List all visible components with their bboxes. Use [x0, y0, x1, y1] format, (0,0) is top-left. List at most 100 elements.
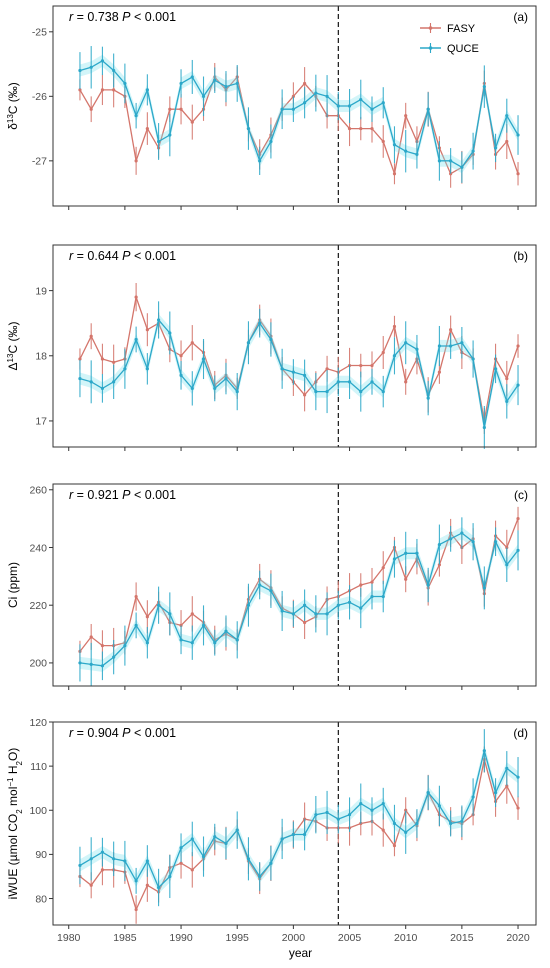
data-point: [190, 75, 194, 79]
data-point: [516, 806, 520, 810]
data-point: [381, 566, 385, 570]
data-point: [404, 341, 408, 345]
data-point: [359, 606, 363, 610]
data-point: [359, 97, 363, 102]
legend-item-fasy: FASY: [420, 23, 476, 35]
data-point: [156, 603, 161, 607]
x-axis-label: year: [289, 946, 312, 960]
data-point: [493, 540, 498, 544]
data-point: [449, 821, 453, 826]
x-tick-label: 1985: [113, 932, 137, 944]
data-point: [449, 344, 453, 348]
data-point: [89, 65, 93, 69]
data-point: [359, 126, 363, 131]
data-point: [100, 850, 105, 854]
data-point: [179, 623, 183, 628]
data-point: [123, 81, 127, 86]
data-point: [89, 857, 93, 861]
data-point: [112, 360, 116, 364]
data-point: [291, 94, 295, 98]
data-point: [482, 425, 486, 430]
data-point: [224, 629, 228, 633]
panel-label: (c): [514, 488, 528, 502]
series-line: [79, 750, 519, 889]
data-point: [516, 383, 520, 387]
data-point: [123, 644, 127, 648]
data-point: [112, 655, 116, 659]
data-point: [134, 295, 138, 299]
x-tick-label: 2005: [338, 932, 362, 944]
data-point: [156, 139, 161, 144]
data-point: [235, 828, 239, 832]
series-band: [80, 744, 518, 894]
data-point: [370, 363, 374, 368]
data-point: [145, 859, 149, 863]
data-point: [201, 854, 206, 859]
data-point: [280, 107, 284, 111]
data-point: [392, 354, 397, 358]
panel-frame: [52, 5, 537, 207]
data-point: [89, 334, 93, 338]
data-point: [280, 609, 284, 613]
panel-label: (d): [513, 726, 528, 740]
panel-frame: [52, 483, 537, 687]
data-point: [381, 139, 385, 144]
data-point: [359, 802, 363, 806]
data-point: [112, 380, 116, 384]
stats-annotation: r = 0.904 P < 0.001: [69, 726, 176, 740]
data-point: [134, 114, 138, 118]
data-point: [325, 810, 329, 815]
data-point: [258, 583, 262, 587]
data-point: [100, 88, 105, 92]
data-point: [493, 146, 498, 150]
data-point: [89, 662, 93, 666]
y-tick-label: 240: [29, 542, 47, 554]
data-point: [258, 321, 262, 325]
data-point: [325, 94, 329, 98]
data-point: [123, 859, 127, 863]
data-point: [336, 104, 340, 108]
data-point: [190, 120, 194, 124]
data-point: [246, 857, 251, 861]
data-point: [426, 107, 430, 111]
y-tick-label: 19: [35, 285, 47, 297]
data-point: [381, 101, 385, 105]
data-point: [460, 341, 464, 345]
data-point: [505, 399, 509, 403]
series-line: [79, 294, 519, 422]
data-point: [482, 586, 486, 590]
data-point: [314, 813, 318, 817]
data-point: [134, 623, 138, 628]
data-point: [112, 88, 116, 92]
data-point: [516, 172, 520, 176]
y-axis-label: δ13C (‰): [6, 82, 21, 130]
y-axis-label: Δ13C (‰): [6, 322, 21, 371]
data-point: [437, 159, 441, 163]
data-point: [190, 837, 194, 841]
data-point: [359, 363, 363, 368]
data-point: [415, 347, 419, 351]
data-point: [89, 635, 93, 639]
series-quce: [78, 729, 520, 907]
panel-label: (a): [513, 10, 528, 24]
data-point: [404, 551, 408, 555]
data-point: [449, 537, 453, 541]
data-point: [460, 165, 464, 169]
data-point: [303, 81, 307, 86]
data-point: [168, 133, 172, 137]
data-point: [134, 879, 138, 883]
data-point: [381, 594, 385, 599]
panel-frame: [52, 244, 537, 448]
x-tick-label: 1990: [169, 932, 193, 944]
data-point: [303, 101, 307, 105]
data-point: [370, 580, 374, 584]
data-point: [370, 808, 374, 812]
data-point: [100, 59, 105, 63]
data-point: [112, 857, 116, 861]
data-point: [347, 126, 352, 131]
data-point: [482, 749, 486, 753]
series-line: [79, 318, 519, 428]
data-point: [258, 159, 262, 163]
data-point: [437, 563, 441, 567]
